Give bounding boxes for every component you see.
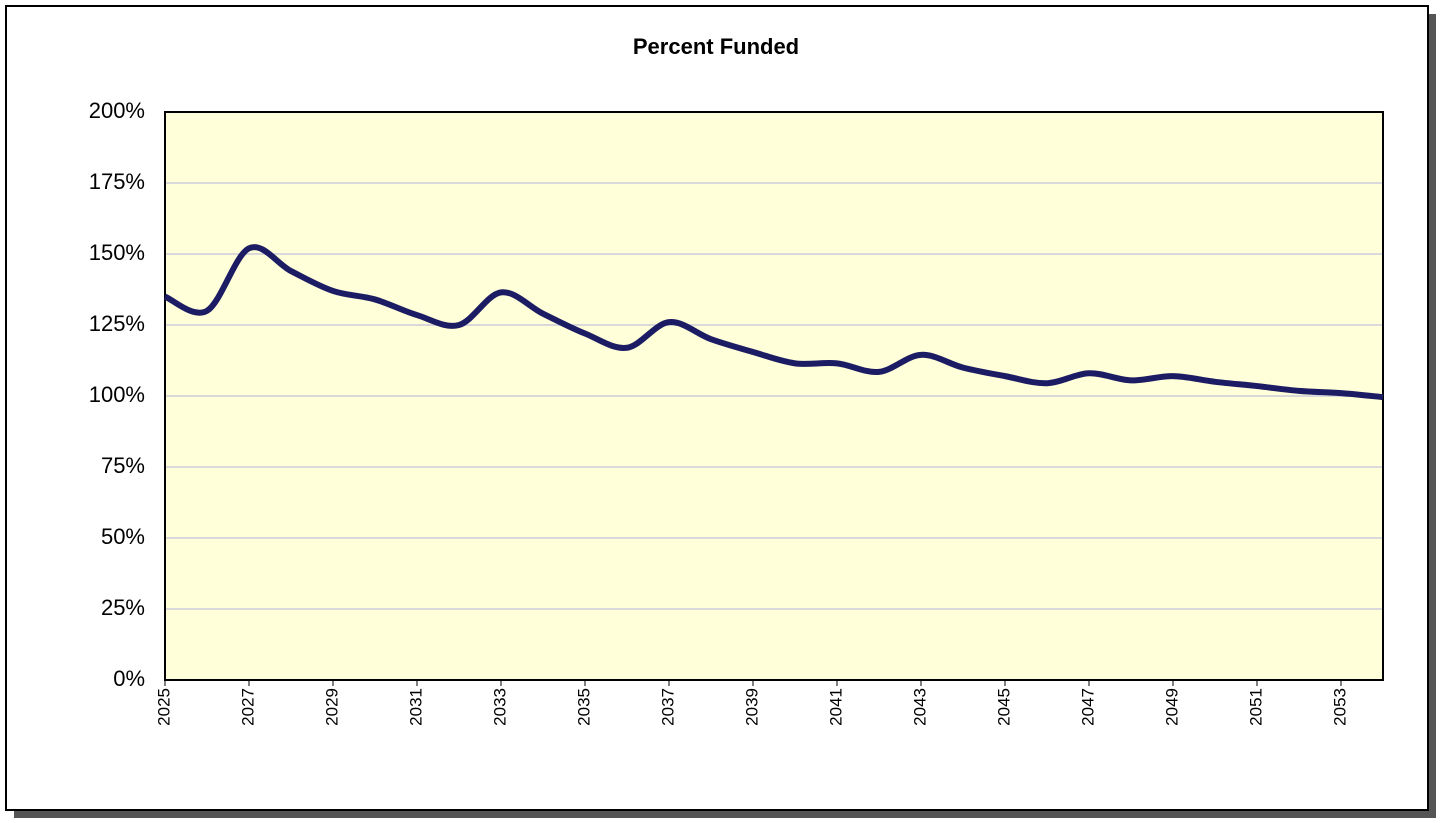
y-tick-label: 125%: [89, 311, 145, 336]
x-tick-label: 2025: [154, 688, 173, 726]
x-tick-label: 2027: [238, 688, 257, 726]
chart-title: Percent Funded: [633, 34, 799, 59]
x-tick-label: 2053: [1330, 688, 1349, 726]
x-tick-label: 2049: [1162, 688, 1181, 726]
y-tick-label: 0%: [113, 666, 145, 691]
x-tick-label: 2051: [1246, 688, 1265, 726]
x-tick-label: 2045: [994, 688, 1013, 726]
x-tick-label: 2033: [490, 688, 509, 726]
y-tick-label: 50%: [101, 524, 145, 549]
x-tick-label: 2029: [322, 688, 341, 726]
x-tick-label: 2037: [658, 688, 677, 726]
x-tick-label: 2039: [742, 688, 761, 726]
line: [163, 244, 1384, 401]
x-tick-label: 2047: [1078, 688, 1097, 726]
y-tick-label: 150%: [89, 240, 145, 265]
y-tick-label: 200%: [89, 98, 145, 123]
x-tick-label: 2031: [406, 688, 425, 726]
x-tick-label: 2041: [826, 688, 845, 726]
x-tick-label: 2035: [574, 688, 593, 726]
y-tick-label: 100%: [89, 382, 145, 407]
y-tick-label: 25%: [101, 595, 145, 620]
y-tick-label: 75%: [101, 453, 145, 478]
y-tick-label: 175%: [89, 169, 145, 194]
x-tick-label: 2043: [910, 688, 929, 726]
